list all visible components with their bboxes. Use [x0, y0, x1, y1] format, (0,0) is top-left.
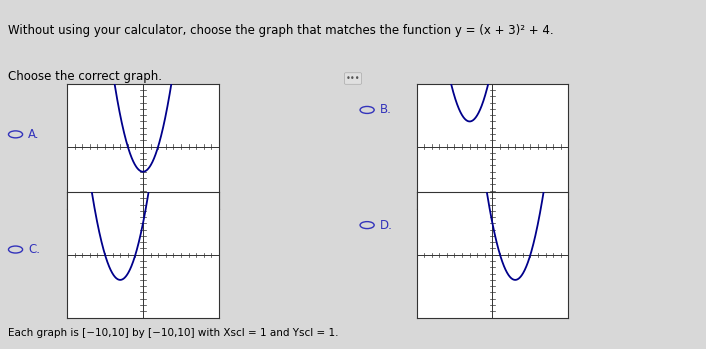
Text: D.: D. [380, 218, 393, 232]
Text: A.: A. [28, 128, 40, 141]
Text: C.: C. [28, 243, 40, 256]
Text: Choose the correct graph.: Choose the correct graph. [8, 70, 162, 83]
Text: Each graph is [−10,10] by [−10,10] with Xscl = 1 and Yscl = 1.: Each graph is [−10,10] by [−10,10] with … [8, 328, 339, 338]
Text: Without using your calculator, choose the graph that matches the function y = (x: Without using your calculator, choose th… [8, 24, 554, 37]
Text: •••: ••• [346, 74, 360, 83]
Text: B.: B. [380, 103, 392, 117]
